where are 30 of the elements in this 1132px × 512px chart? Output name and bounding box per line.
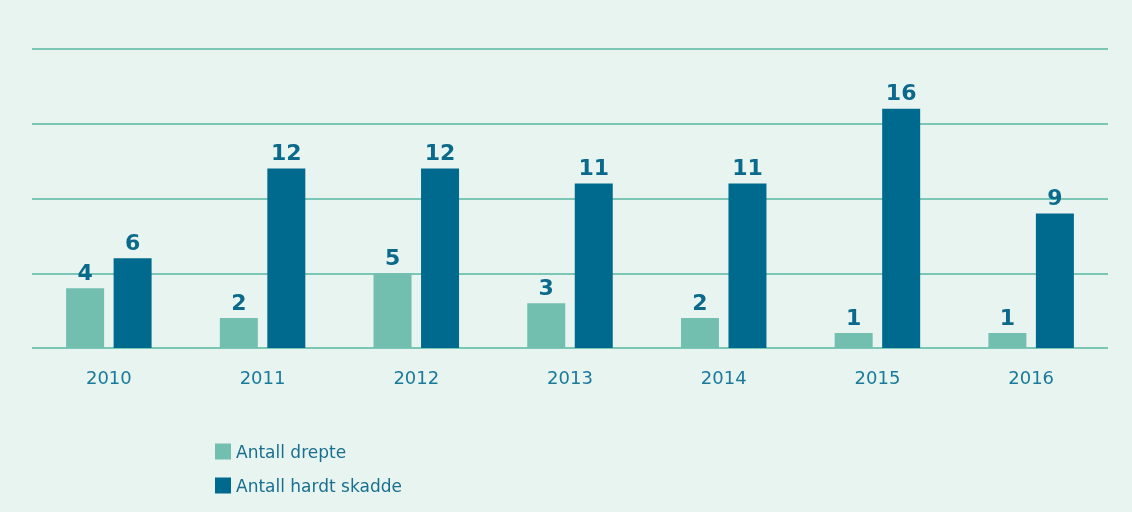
bar xyxy=(267,168,306,348)
bar xyxy=(728,183,767,348)
x-tick-label: 2012 xyxy=(393,366,440,388)
data-label: 11 xyxy=(732,155,763,181)
data-label: 3 xyxy=(538,274,554,300)
data-label: 6 xyxy=(124,229,141,255)
x-tick-label: 2014 xyxy=(700,366,747,388)
data-label: 2 xyxy=(692,289,708,315)
bar xyxy=(421,168,460,348)
x-tick-label: 2011 xyxy=(239,366,286,388)
x-tick-label: 2016 xyxy=(1008,366,1055,388)
data-label: 5 xyxy=(384,244,401,270)
x-tick-label: 2013 xyxy=(547,366,593,388)
data-label: 16 xyxy=(885,80,917,106)
data-label: 4 xyxy=(77,259,93,285)
legend-label: Antall drepte xyxy=(236,441,347,462)
x-tick-label: 2010 xyxy=(85,366,132,388)
bar xyxy=(574,183,613,348)
data-label: 12 xyxy=(424,140,456,166)
data-label: 9 xyxy=(1047,184,1063,210)
data-label: 1 xyxy=(999,304,1016,330)
data-label: 1 xyxy=(846,304,862,330)
data-label: 12 xyxy=(271,140,302,166)
x-tick-label: 2015 xyxy=(854,366,901,388)
data-label: 2 xyxy=(231,289,247,315)
legend-label: Antall hardt skadde xyxy=(236,475,402,496)
bar xyxy=(113,258,152,348)
data-label: 11 xyxy=(578,155,610,181)
bar xyxy=(882,108,921,348)
bar xyxy=(1035,213,1074,348)
